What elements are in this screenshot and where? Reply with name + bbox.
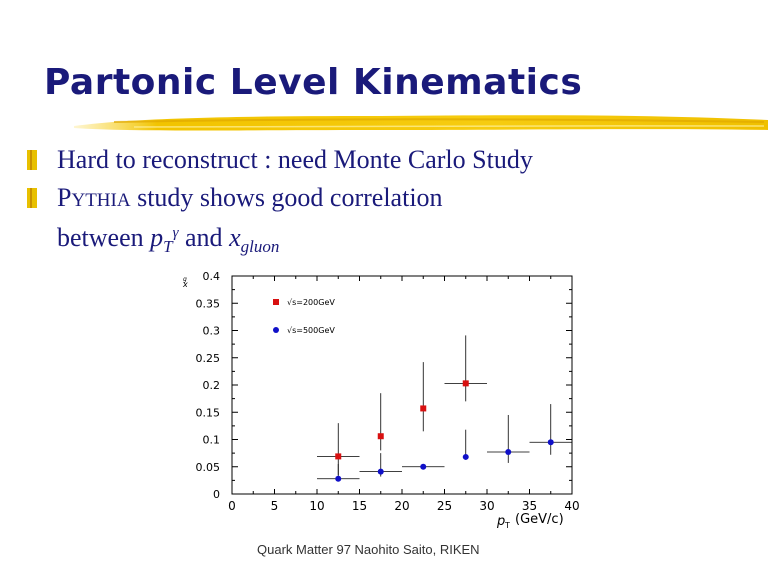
pythia-small: YTHIA — [71, 190, 131, 211]
x-gluon-x: x — [229, 223, 241, 252]
data-point — [377, 433, 384, 440]
bullet-1-text: Hard to reconstruct : need Monte Carlo S… — [57, 145, 533, 174]
bullet-2: PYTHIA study shows good correlation — [57, 183, 443, 213]
x-tick-label: 40 — [564, 499, 579, 513]
x-gluon-sub: gluon — [240, 237, 280, 256]
data-point — [377, 468, 384, 475]
y-tick-label: 0 — [213, 488, 220, 501]
data-point — [420, 463, 427, 470]
data-point — [420, 405, 427, 412]
xlabel-unit: (GeV/c) — [515, 512, 564, 527]
ylabel-sub: g — [183, 276, 187, 283]
x-tick-label: 0 — [228, 499, 236, 513]
pt-p: p — [150, 223, 164, 252]
data-point — [462, 453, 469, 460]
correlation-chart: x g p T (GeV/c) 0 5 10 15 20 25 30 35 40 0 0.05 0.1… — [182, 270, 580, 530]
legend-label: √s=200GeV — [287, 298, 335, 307]
bullet-2-continuation: between pTγ and xgluon — [57, 223, 279, 257]
x-tick-label: 15 — [352, 499, 367, 513]
y-tick-label: 0.4 — [203, 270, 221, 283]
chart-ylabel: x g — [182, 276, 188, 289]
x-tick-label: 20 — [394, 499, 409, 513]
legend-marker — [273, 327, 279, 333]
footer-credit: Quark Matter 97 Naohito Saito, RIKEN — [257, 542, 480, 557]
cont-before: between — [57, 223, 151, 252]
data-point — [462, 380, 469, 387]
cont-middle: and — [178, 223, 230, 252]
x-tick-label: 5 — [271, 499, 279, 513]
bullet-marker — [27, 150, 37, 170]
plot-frame — [231, 275, 573, 495]
bullet-1: Hard to reconstruct : need Monte Carlo S… — [57, 145, 533, 175]
x-tick-label: 35 — [522, 499, 537, 513]
title-underline-brush — [74, 115, 768, 131]
data-point — [547, 439, 554, 446]
x-tick-label: 25 — [437, 499, 452, 513]
chart-xlabel: p T (GeV/c) — [496, 512, 564, 530]
pythia-cap: P — [57, 183, 72, 212]
y-tick-label: 0.1 — [203, 434, 221, 447]
pt-sub-T: T — [163, 237, 173, 256]
x-tick-label: 30 — [479, 499, 494, 513]
y-tick-label: 0.25 — [196, 352, 221, 365]
y-tick-label: 0.05 — [196, 461, 221, 474]
data-point — [335, 453, 342, 460]
legend-marker — [273, 299, 279, 305]
ylabel-x: x — [182, 280, 188, 289]
y-tick-label: 0.3 — [203, 325, 221, 338]
data-point — [505, 449, 512, 456]
y-tick-label: 0.2 — [203, 379, 221, 392]
xlabel-p: p — [496, 514, 505, 529]
legend-label: √s=500GeV — [287, 326, 335, 335]
pt-sup-gamma: γ — [172, 225, 179, 241]
x-tick-label: 10 — [309, 499, 324, 513]
y-tick-label: 0.35 — [196, 297, 221, 310]
slide-title: Partonic Level Kinematics — [44, 62, 583, 103]
bullet-2-text: study shows good correlation — [130, 183, 443, 212]
y-tick-label: 0.15 — [196, 406, 221, 419]
data-point — [335, 475, 342, 482]
bullet-marker — [27, 188, 37, 208]
xlabel-sub: T — [504, 521, 510, 530]
